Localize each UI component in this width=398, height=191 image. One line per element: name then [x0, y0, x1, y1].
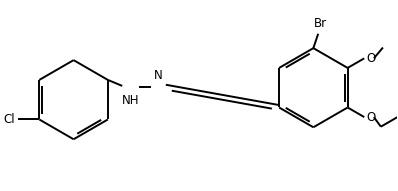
- Text: O: O: [367, 111, 376, 124]
- Text: N: N: [153, 69, 162, 82]
- Text: Cl: Cl: [4, 113, 16, 126]
- Text: NH: NH: [122, 94, 139, 107]
- Text: O: O: [367, 52, 376, 65]
- Text: Br: Br: [314, 17, 327, 30]
